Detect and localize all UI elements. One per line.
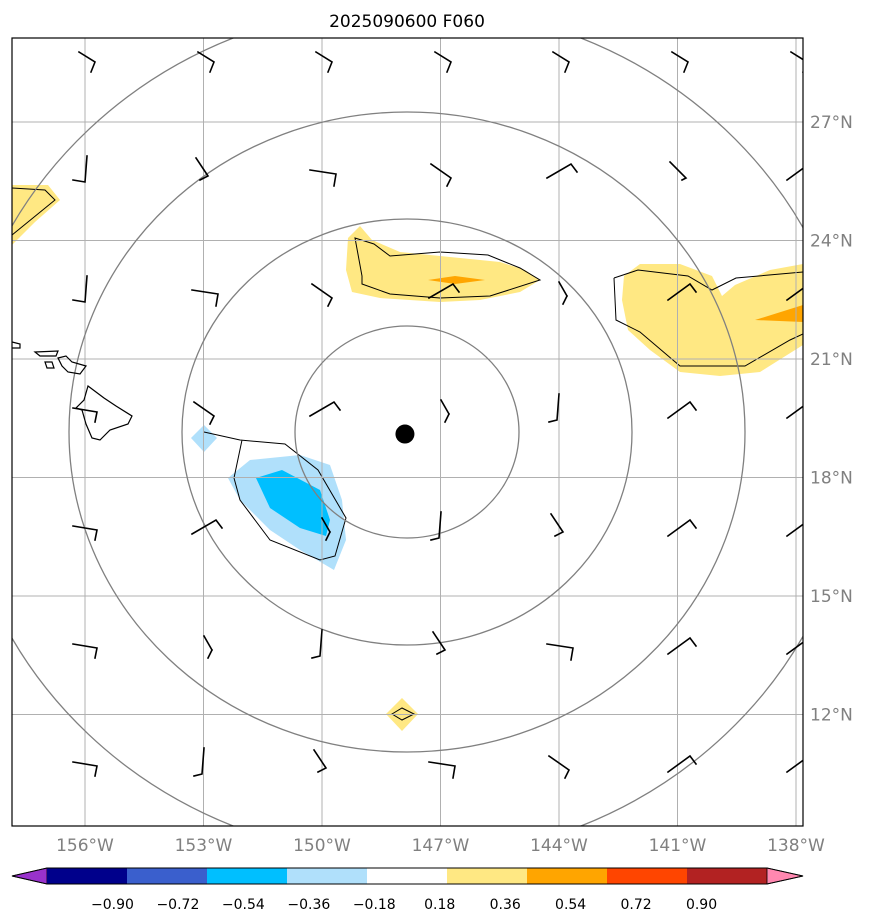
wind-barb-13 <box>785 167 803 182</box>
colorbar-outline <box>11 867 804 885</box>
colorbar-label-8: 0.72 <box>621 897 652 913</box>
lat-label-0: 27°N <box>810 113 853 133</box>
lat-label-2: 21°N <box>810 350 853 370</box>
colorbar-label-4: −0.18 <box>353 897 396 913</box>
wind-barb-6 <box>789 50 803 73</box>
wind-barb-36 <box>202 634 214 660</box>
wind-barb-38 <box>431 630 447 656</box>
wind-barb-9 <box>309 169 337 187</box>
wind-barb-12 <box>668 160 688 182</box>
lon-label-3: 147°W <box>412 836 470 856</box>
longitude-labels: 156°W 153°W 150°W 147°W 144°W 141°W 138°W <box>56 836 825 856</box>
wind-barbs <box>72 50 803 780</box>
wind-barb-15 <box>191 289 219 307</box>
anomaly-contours <box>12 187 803 721</box>
lat-label-5: 12°N <box>810 706 853 726</box>
colorbar-label-0: −0.90 <box>91 897 134 913</box>
wind-barb-42 <box>72 761 98 777</box>
colorbar-extend-high <box>766 867 804 885</box>
colorbar-label-9: 0.90 <box>686 897 717 913</box>
colorbar-swatch-2 <box>207 868 287 884</box>
colorbar-label-6: 0.36 <box>490 897 521 913</box>
wind-barb-26 <box>666 400 698 420</box>
wind-barb-40 <box>666 636 698 656</box>
wind-barb-35 <box>72 643 98 659</box>
wind-barb-29 <box>190 518 224 536</box>
wind-barb-22 <box>192 400 216 426</box>
colorbar-label-7: 0.54 <box>555 897 586 913</box>
wind-barb-45 <box>428 761 456 779</box>
colorbar-swatch-3 <box>287 868 367 884</box>
wind-barb-20 <box>785 287 803 302</box>
storm-center-marker <box>395 424 415 444</box>
wind-barb-34 <box>785 523 803 538</box>
wind-barb-4 <box>551 50 570 74</box>
wind-barb-16 <box>310 282 334 308</box>
colorbar-label-5: 0.18 <box>424 897 455 913</box>
wind-barb-18 <box>557 280 569 306</box>
wind-barb-7 <box>72 155 88 183</box>
colorbar-label-3: −0.36 <box>287 897 330 913</box>
chart-title: 2025090600 F060 <box>329 12 485 32</box>
wind-barb-33 <box>666 518 698 538</box>
wind-barb-23 <box>308 400 342 418</box>
wind-barb-30 <box>320 516 332 542</box>
colorbar-swatch-4 <box>367 868 447 884</box>
colorbar-extend-low <box>11 867 48 885</box>
lon-label-0: 156°W <box>56 836 114 856</box>
wind-barb-39 <box>546 643 574 661</box>
map-frame <box>11 37 804 827</box>
colorbar-swatch-7 <box>607 868 687 884</box>
wind-barb-5 <box>670 50 689 74</box>
wind-barb-1 <box>196 50 215 74</box>
colorbar-label-1: −0.72 <box>156 897 199 913</box>
wind-barb-24 <box>439 398 451 424</box>
wind-barb-37 <box>311 629 323 659</box>
lon-label-2: 150°W <box>293 836 351 856</box>
colorbar-swatch-0 <box>47 868 127 884</box>
colorbar-swatch-6 <box>527 868 607 884</box>
lon-label-4: 144°W <box>530 836 588 856</box>
colorbar-swatch-1 <box>127 868 207 884</box>
wind-barb-41 <box>785 641 803 656</box>
map-area <box>12 38 803 826</box>
lat-label-3: 18°N <box>810 469 853 489</box>
wind-barb-17 <box>427 282 461 300</box>
wind-barb-47 <box>666 754 698 774</box>
lat-label-1: 24°N <box>810 232 853 252</box>
colorbar-swatch-5 <box>447 868 527 884</box>
colorbar-label-2: −0.54 <box>222 897 265 913</box>
wind-barb-32 <box>549 512 565 538</box>
wind-barb-3 <box>433 50 452 74</box>
wind-barb-0 <box>77 50 96 74</box>
lon-label-1: 153°W <box>175 836 233 856</box>
wind-barb-19 <box>666 282 698 302</box>
wind-barb-27 <box>785 405 803 420</box>
graticule <box>12 38 803 826</box>
wind-barb-43 <box>193 747 205 777</box>
wind-barb-2 <box>314 50 333 74</box>
wind-barb-10 <box>429 162 453 188</box>
wind-barb-48 <box>785 759 803 774</box>
wind-barb-28 <box>72 525 98 541</box>
colorbar-swatch-8 <box>687 868 767 884</box>
latitude-labels: 27°N 24°N 21°N 18°N 15°N 12°N <box>810 113 853 726</box>
colorbar: −0.90 −0.72 −0.54 −0.36 −0.18 0.18 0.36 0.54 0.7… <box>11 867 804 913</box>
wind-barb-21 <box>72 407 98 423</box>
positive-anomaly-fill <box>12 185 803 731</box>
lon-label-5: 141°W <box>649 836 707 856</box>
wind-barb-8 <box>194 156 210 182</box>
lat-label-4: 15°N <box>810 587 853 607</box>
wind-barb-11 <box>545 162 579 180</box>
wind-barb-44 <box>312 748 328 774</box>
wind-barb-46 <box>547 754 571 780</box>
lon-label-6: 138°W <box>767 836 825 856</box>
distance-rings <box>12 38 803 826</box>
wind-barb-14 <box>72 275 88 303</box>
wind-barb-25 <box>548 393 560 423</box>
wind-barb-31 <box>430 511 442 541</box>
